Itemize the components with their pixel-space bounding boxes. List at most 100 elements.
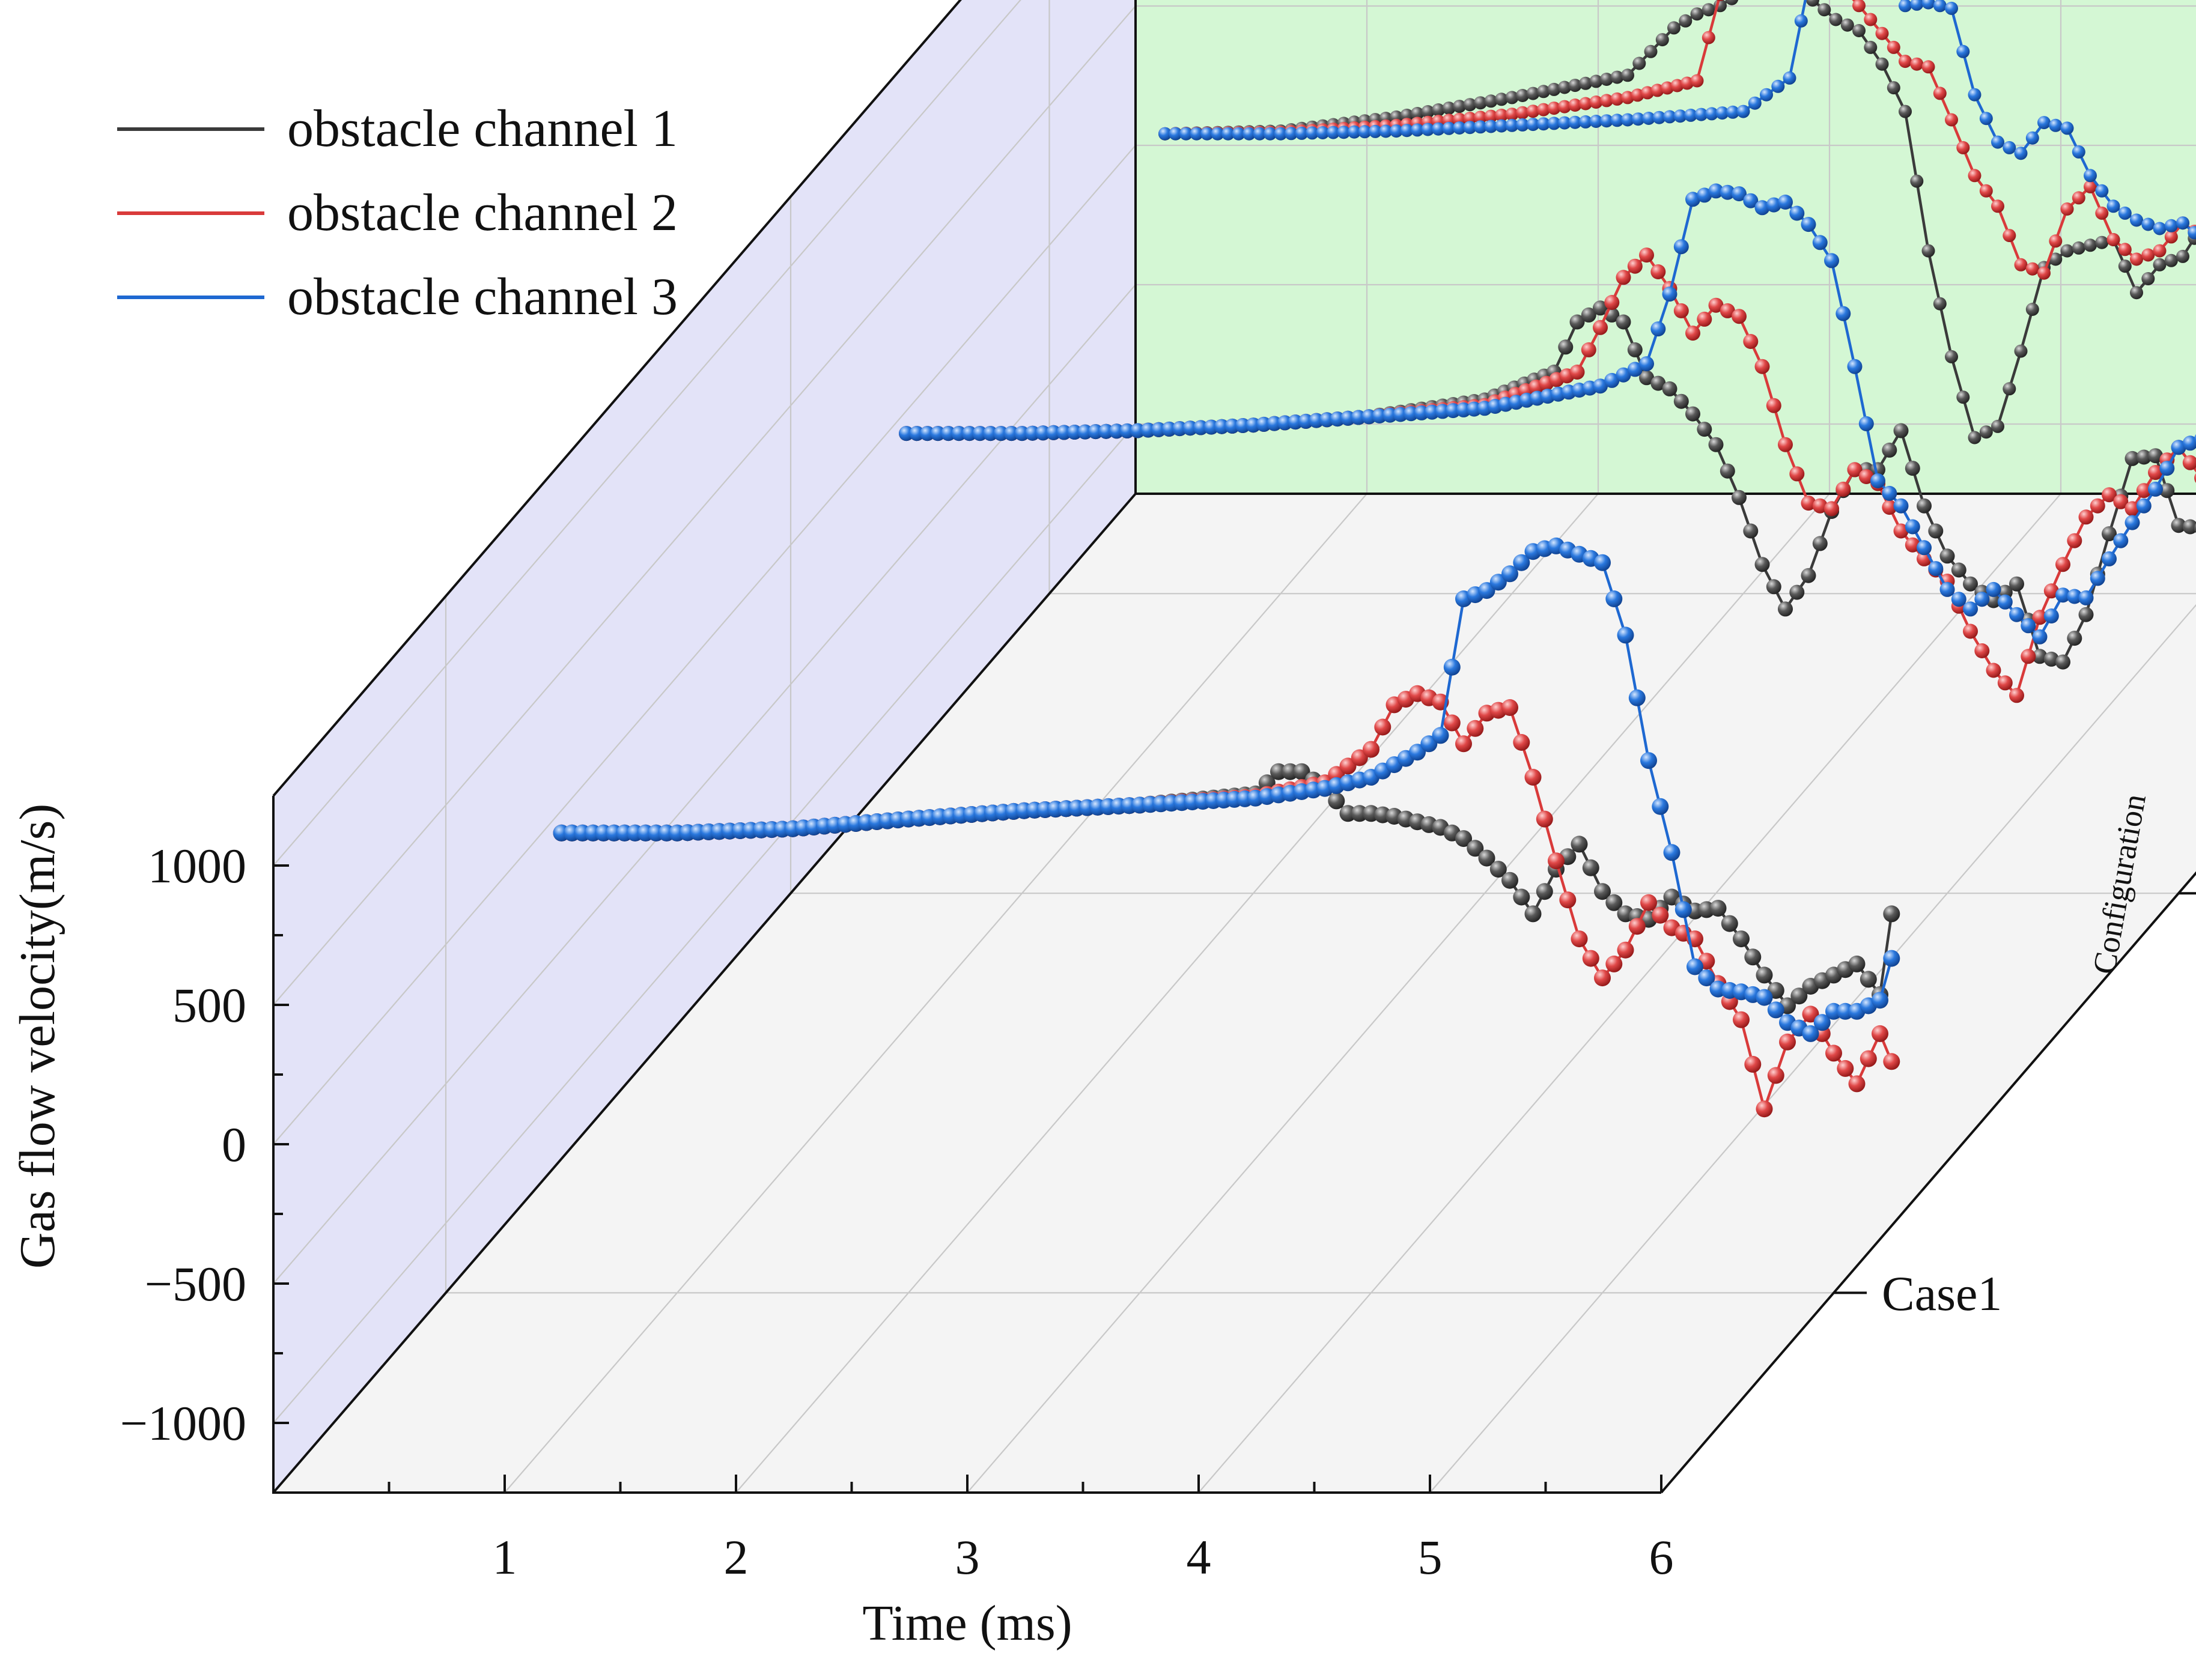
data-point: [1295, 126, 1309, 140]
data-point: [1882, 485, 1897, 501]
data-point: [2164, 230, 2178, 244]
data-point: [1604, 295, 1620, 310]
data-point: [1754, 359, 1770, 374]
data-point: [1421, 105, 1435, 118]
data-point: [951, 426, 967, 441]
data-point: [1945, 113, 1958, 127]
data-point: [1617, 626, 1634, 644]
data-point: [1979, 425, 1993, 439]
data-point: [1836, 306, 1851, 321]
data-point: [1847, 462, 1863, 478]
data-point: [1306, 126, 1319, 140]
data-point: [1526, 86, 1540, 100]
data-point: [1858, 416, 1874, 431]
data-point: [2153, 244, 2167, 258]
data-point: [1274, 127, 1288, 141]
data-point: [1169, 127, 1182, 141]
data-point: [1864, 40, 1878, 54]
data-point: [920, 426, 935, 441]
data-point: [1582, 859, 1599, 876]
data-point: [2182, 519, 2196, 535]
data-point: [1754, 200, 1770, 216]
data-point: [2118, 243, 2132, 256]
data-point: [1910, 174, 1924, 188]
data-point: [993, 426, 1009, 441]
data-point: [1501, 872, 1518, 889]
data-point: [1600, 73, 1613, 86]
data-point: [2049, 252, 2063, 266]
data-point: [1743, 334, 1759, 349]
data-point: [1627, 362, 1643, 377]
data-point: [1687, 958, 1703, 975]
data-point: [2090, 571, 2105, 586]
data-point: [2188, 226, 2196, 240]
data-point: [1484, 109, 1498, 123]
data-point: [1766, 398, 1781, 413]
x-tick-label: 4: [1187, 1530, 1211, 1584]
data-point: [1327, 126, 1340, 139]
data-point: [1708, 437, 1724, 452]
y-tick-label: −1000: [120, 1396, 246, 1451]
data-point: [1860, 971, 1877, 988]
data-point: [1411, 123, 1424, 137]
data-point: [1589, 74, 1603, 88]
data-point: [1732, 309, 1747, 324]
data-point: [1328, 792, 1345, 810]
data-point: [2060, 121, 2074, 135]
data-point: [1766, 197, 1781, 213]
data-point: [2090, 498, 2105, 514]
data-point: [1825, 1002, 1842, 1020]
y-gridline: [273, 0, 1021, 866]
data-point: [1673, 303, 1689, 318]
data-point: [941, 426, 956, 441]
data-point: [2102, 487, 2117, 503]
data-point: [1802, 1025, 1819, 1042]
data-point: [1484, 94, 1498, 108]
data-point: [1720, 463, 1735, 479]
data-point: [2148, 481, 2163, 497]
data-point: [1569, 365, 1585, 380]
data-point: [2171, 518, 2186, 533]
data-point: [1725, 0, 1739, 5]
data-point: [1963, 601, 1978, 617]
data-point: [1489, 574, 1507, 591]
data-point: [2003, 382, 2016, 396]
data-point: [1760, 88, 1773, 102]
data-point: [2009, 607, 2024, 622]
data-point: [1616, 367, 1631, 383]
data-point: [1056, 425, 1072, 440]
data-point: [1840, 18, 1854, 32]
data-point: [1743, 523, 1759, 539]
data-point: [1744, 1055, 1762, 1073]
data-point: [1463, 98, 1477, 112]
data-point: [2159, 461, 2175, 476]
data-point: [1743, 193, 1759, 208]
data-point: [2136, 498, 2152, 514]
data-point: [1600, 94, 1613, 108]
data-point: [1899, 105, 1912, 118]
data-point: [1474, 120, 1487, 134]
data-point: [1905, 461, 1920, 476]
data-point: [1837, 1060, 1854, 1077]
data-point: [1726, 105, 1739, 119]
data-point: [1339, 805, 1357, 822]
data-point: [1628, 689, 1646, 706]
data-point: [1802, 1005, 1819, 1023]
data-point: [1432, 103, 1445, 117]
data-point: [1801, 568, 1816, 583]
data-point: [1824, 253, 1839, 268]
data-point: [1933, 297, 1947, 311]
data-point: [1455, 735, 1472, 753]
data-point: [2125, 515, 2140, 530]
data-point: [1905, 519, 1920, 535]
data-point: [1067, 425, 1082, 440]
data-point: [1673, 239, 1689, 255]
data-point: [2141, 248, 2155, 262]
data-point: [1140, 422, 1156, 438]
data-point: [2130, 286, 2143, 300]
data-point: [930, 426, 946, 441]
data-point: [1860, 1050, 1877, 1067]
data-point: [1702, 3, 1715, 17]
legend-label-2: obstacle channel 2: [287, 184, 678, 242]
data-point: [972, 426, 988, 441]
